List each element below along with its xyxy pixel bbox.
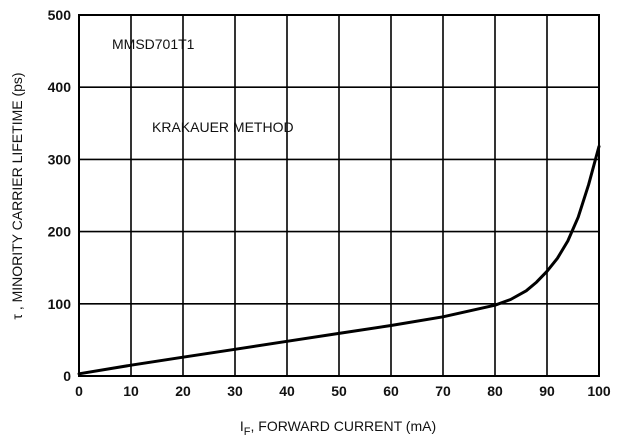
y-tick-label: 300	[48, 151, 72, 167]
y-tick-label: 0	[63, 368, 71, 384]
series-layer	[77, 144, 601, 376]
x-tick-label: 30	[227, 383, 243, 399]
x-tick-label: 60	[383, 383, 399, 399]
y-tick-label: 400	[48, 79, 72, 95]
x-axis-title-main: I	[240, 418, 244, 434]
x-tick-label: 0	[75, 383, 83, 399]
y-tick-label: 200	[48, 224, 72, 240]
plot-frame	[78, 14, 600, 377]
x-tick-label: 40	[279, 383, 295, 399]
method-label: KRAKAUER METHOD	[152, 119, 294, 135]
x-tick-label: 70	[435, 383, 451, 399]
x-tick-label: 50	[331, 383, 347, 399]
x-tick-label: 80	[487, 383, 503, 399]
x-tick-label: 10	[123, 383, 139, 399]
x-tick-label: 90	[539, 383, 555, 399]
x-axis-title-subscript: F	[244, 426, 251, 438]
x-axis-title-rest: , FORWARD CURRENT (mA)	[251, 418, 437, 434]
y-tick-label: 500	[48, 7, 72, 23]
grid-layer	[79, 15, 599, 376]
y-axis-title: τ , MINORITY CARRIER LIFETIME (ps)	[9, 72, 25, 319]
device-label: MMSD701T1	[112, 36, 195, 52]
y-tick-label: 100	[48, 296, 72, 312]
x-tick-label: 100	[587, 383, 611, 399]
lifetime-curve	[77, 144, 601, 376]
tick-layer: 0 10 20 30 40 50 60 70 80 90 100 0 100 200 300 400 500	[48, 7, 611, 399]
x-axis-title: IF, FORWARD CURRENT (mA)	[240, 418, 436, 438]
x-tick-label: 20	[175, 383, 191, 399]
